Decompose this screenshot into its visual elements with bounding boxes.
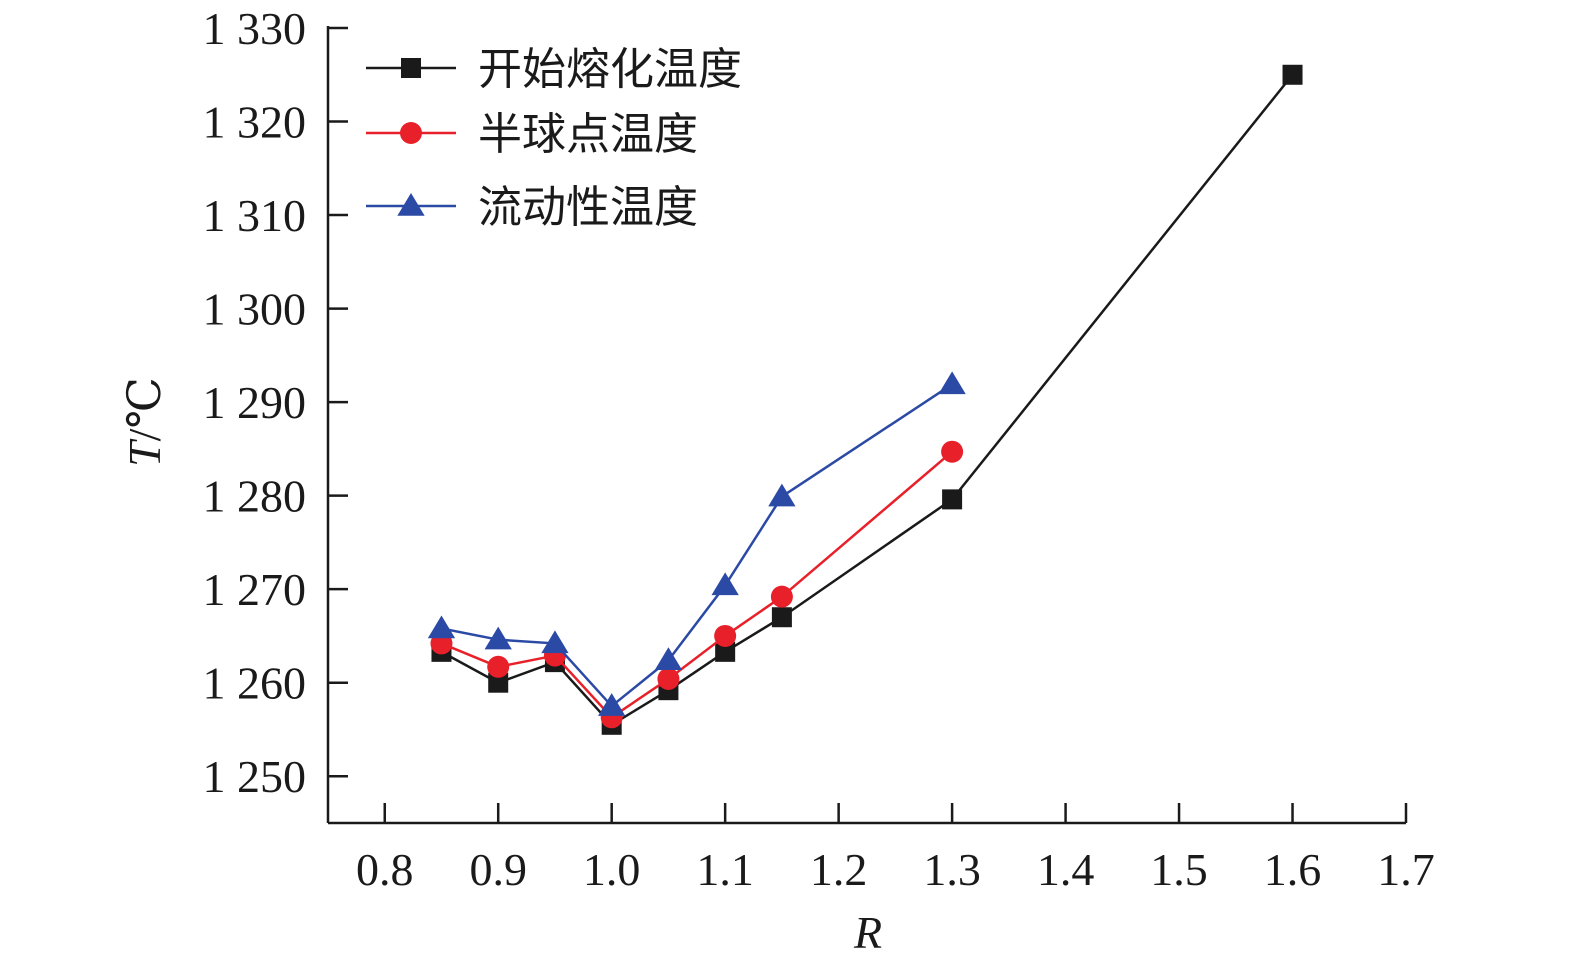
y-tick-label: 1 320 [203, 97, 307, 148]
y-tick-label: 1 260 [203, 658, 307, 709]
legend-marker-circle [400, 122, 422, 144]
x-tick-label: 1.1 [696, 844, 754, 895]
data-point-square [771, 607, 792, 628]
data-point-triangle [484, 626, 512, 650]
y-tick-label: 1 270 [203, 564, 307, 615]
data-point-circle [714, 624, 737, 647]
x-tick-label: 0.9 [469, 844, 527, 895]
x-tick-label: 1.6 [1264, 844, 1322, 895]
y-tick-label: 1 280 [203, 471, 307, 522]
data-point-circle [941, 440, 964, 463]
data-point-triangle [598, 693, 626, 716]
legend-label: 半球点温度 [478, 109, 698, 160]
data-point-triangle [711, 572, 739, 596]
data-point-square [488, 672, 509, 693]
x-tick-label: 1.5 [1150, 844, 1208, 895]
data-point-triangle [427, 615, 456, 639]
y-axis-unit: /℃ [119, 377, 170, 441]
legend-label: 开始熔化温度 [478, 44, 742, 95]
legend-label: 流动性温度 [478, 182, 698, 233]
series-triangle [427, 371, 966, 716]
series-square [431, 64, 1303, 735]
x-tick-label: 1.2 [810, 844, 868, 895]
x-axis-title: R [853, 907, 882, 958]
legend-marker-square [401, 58, 421, 78]
data-point-square [942, 489, 963, 510]
series-layer [427, 64, 1303, 735]
series-line-circle [440, 450, 953, 719]
data-point-square [715, 641, 736, 662]
legend-marker-triangle [397, 193, 425, 216]
y-tick-label: 1 310 [203, 190, 307, 241]
y-tick-label: 1 300 [203, 284, 307, 335]
x-tick-label: 1.4 [1037, 844, 1095, 895]
data-point-square [1282, 64, 1303, 85]
x-tick-label: 1.7 [1377, 844, 1435, 895]
data-point-triangle [768, 483, 796, 507]
legend-item: 流动性温度 [366, 182, 698, 233]
x-tick-label: 1.0 [583, 844, 641, 895]
data-point-triangle [938, 371, 966, 395]
y-tick-label: 1 290 [203, 377, 307, 428]
data-point-triangle [654, 647, 683, 671]
axes: 0.8 0.9 1.0 1.1 1.2 1.3 1.4 1.5 1.6 1.7 1 250 1 260… [203, 3, 1435, 895]
y-axis-title: T/℃ [119, 377, 170, 467]
y-axis-variable: T [119, 438, 170, 467]
legend-item: 半球点温度 [366, 109, 698, 160]
y-tick-label: 1 250 [203, 751, 307, 802]
data-point-circle [770, 585, 793, 608]
legend-item: 开始熔化温度 [366, 44, 742, 95]
data-point-circle [487, 655, 510, 678]
data-point-triangle [541, 630, 569, 654]
series-circle [430, 440, 964, 729]
y-tick-label: 1 330 [203, 3, 307, 54]
series-line-square [440, 73, 1294, 727]
x-tick-label: 1.3 [923, 844, 981, 895]
data-point-circle [657, 667, 680, 690]
series-line-triangle [441, 383, 953, 708]
x-tick-label: 0.8 [356, 844, 414, 895]
